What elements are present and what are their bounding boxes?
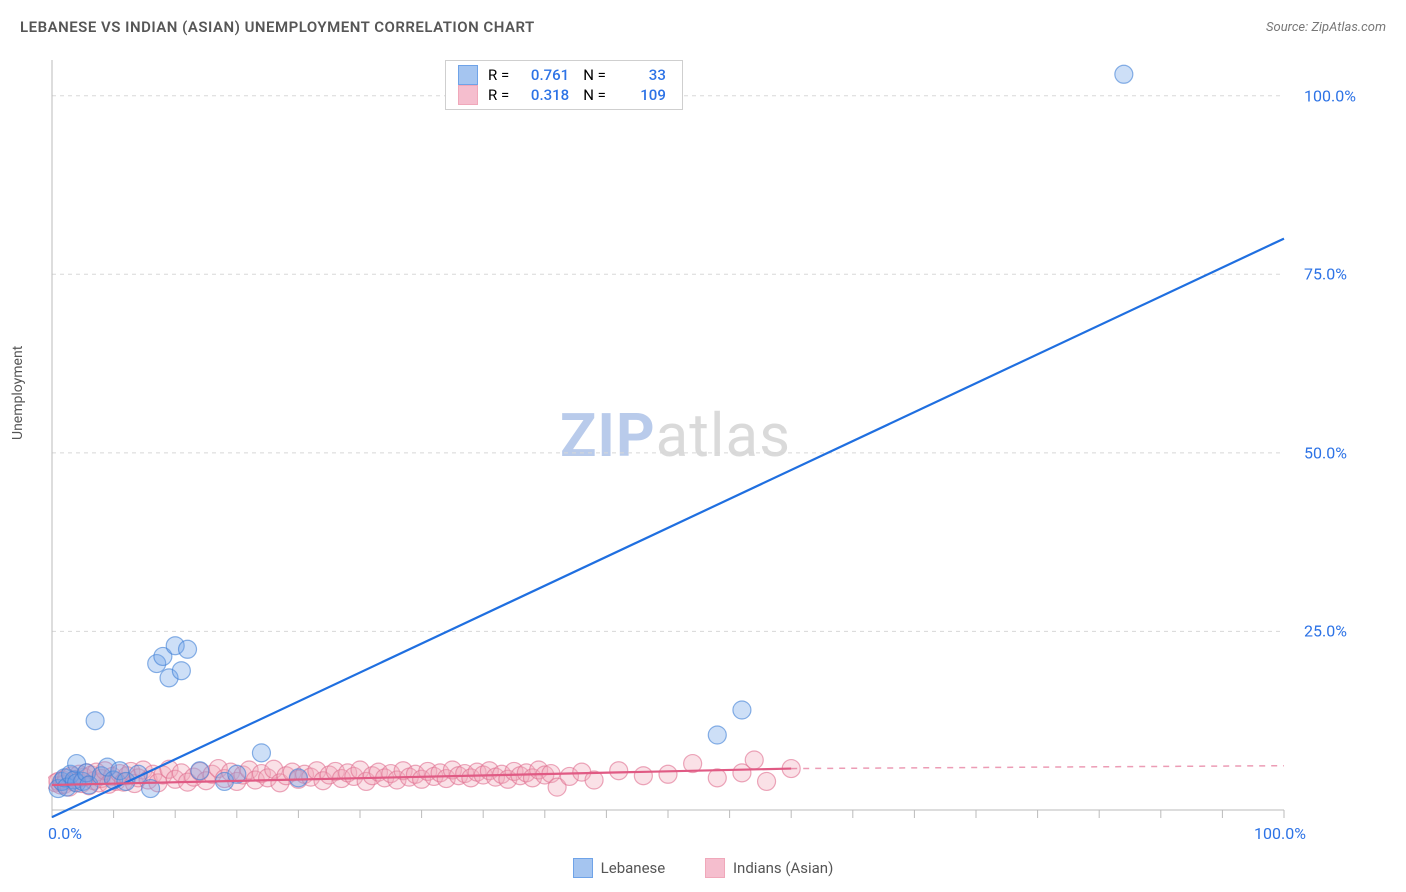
legend-swatch-indian — [705, 858, 725, 878]
legend-item-lebanese: Lebanese — [573, 858, 666, 878]
swatch-indian — [458, 85, 478, 105]
chart-area: 25.0%50.0%75.0%100.0%0.0%100.0% — [48, 50, 1288, 840]
r-value-indian: 0.318 — [519, 86, 573, 104]
n-value-lebanese: 33 — [616, 66, 670, 84]
source-label: Source: — [1266, 20, 1308, 35]
swatch-lebanese — [458, 65, 478, 85]
n-label: N = — [583, 86, 606, 104]
n-label: N = — [583, 66, 606, 84]
legend-label-indian: Indians (Asian) — [733, 859, 833, 877]
xtick-left-label: 0.0% — [48, 824, 82, 843]
source-attribution: Source: ZipAtlas.com — [1266, 20, 1386, 35]
r-label: R = — [488, 66, 509, 84]
r-value-lebanese: 0.761 — [519, 66, 573, 84]
corr-row-lebanese: R = 0.761 N = 33 — [458, 65, 670, 85]
chart-title: LEBANESE VS INDIAN (ASIAN) UNEMPLOYMENT … — [20, 18, 535, 36]
legend-swatch-lebanese — [573, 858, 593, 878]
y-axis-label: Unemployment — [10, 346, 26, 440]
chart-svg — [48, 50, 1288, 840]
n-value-indian: 109 — [616, 86, 670, 104]
legend-label-lebanese: Lebanese — [601, 859, 666, 877]
xtick-right-label: 100.0% — [1254, 824, 1306, 843]
corr-row-indian: R = 0.318 N = 109 — [458, 85, 670, 105]
legend-item-indian: Indians (Asian) — [705, 858, 833, 878]
r-label: R = — [488, 86, 509, 104]
series-legend: Lebanese Indians (Asian) — [0, 858, 1406, 882]
correlation-legend: R = 0.761 N = 33 R = 0.318 N = 109 — [445, 60, 683, 110]
source-value: ZipAtlas.com — [1311, 20, 1386, 35]
